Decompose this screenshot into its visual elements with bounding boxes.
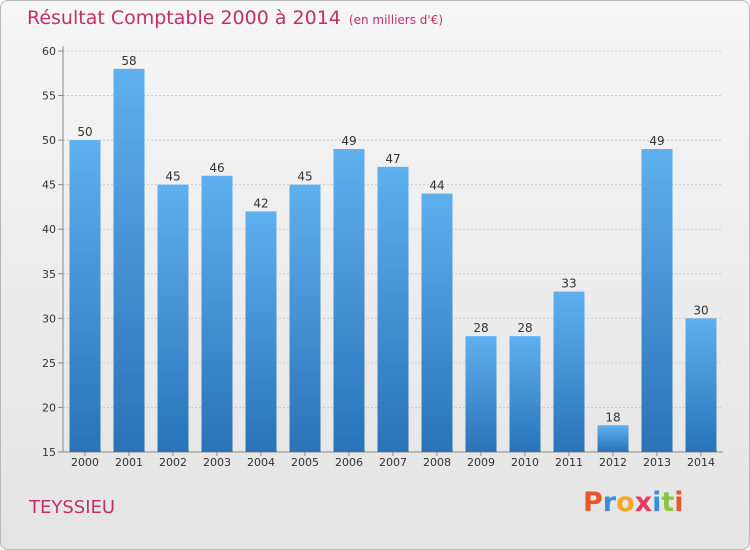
data-label-2012: 18: [605, 410, 620, 424]
data-label-2003: 46: [209, 161, 224, 175]
chart-unit: (en milliers d'€): [348, 13, 444, 27]
data-label-2004: 42: [253, 196, 268, 210]
x-tick-label-2011: 2011: [555, 456, 583, 469]
data-label-2009: 28: [473, 321, 488, 335]
y-tick-label: 60: [42, 45, 56, 58]
bar-2011: [553, 291, 585, 452]
bar-2010: [509, 336, 541, 452]
bar-2012: [597, 425, 629, 452]
x-tick-label-2004: 2004: [247, 456, 275, 469]
y-tick-label: 55: [42, 90, 56, 103]
x-tick-label-2001: 2001: [115, 456, 143, 469]
bar-2001: [113, 68, 145, 453]
data-label-2010: 28: [517, 321, 532, 335]
logo-letter: i: [674, 487, 684, 518]
x-tick-label-2007: 2007: [379, 456, 407, 469]
bar-2004: [245, 211, 277, 452]
bar-2003: [201, 175, 233, 452]
logo-letter: o: [616, 487, 635, 518]
y-tick-label: 30: [42, 312, 56, 325]
proxiti-logo: Proxiti: [583, 487, 684, 518]
y-tick-label: 50: [42, 134, 56, 147]
labels: 15 20 25 30 35 40 45 50 55 60 50 2000 58 2001 45 2002 46…: [42, 45, 715, 469]
chart-title-block: Résultat Comptable 2000 à 2014 (en millie…: [27, 7, 443, 29]
chart-title: Résultat Comptable 2000 à 2014: [27, 7, 341, 29]
bar-2009: [465, 336, 497, 452]
logo-letter: t: [661, 487, 675, 518]
y-tick-label: 20: [42, 401, 56, 414]
logo-letter: i: [652, 487, 662, 518]
data-label-2000: 50: [77, 125, 92, 139]
logo-letter: r: [602, 487, 617, 518]
bar-2000: [69, 140, 101, 452]
x-tick-label-2013: 2013: [643, 456, 671, 469]
data-label-2014: 30: [693, 303, 708, 317]
y-tick-label: 45: [42, 179, 56, 192]
y-tick-label: 40: [42, 223, 56, 236]
x-tick-label-2003: 2003: [203, 456, 231, 469]
x-tick-label-2010: 2010: [511, 456, 539, 469]
data-label-2001: 58: [121, 54, 136, 68]
data-label-2011: 33: [561, 277, 576, 291]
data-label-2013: 49: [649, 134, 664, 148]
bars: [69, 68, 717, 453]
x-tick-label-2000: 2000: [71, 456, 99, 469]
data-label-2005: 45: [297, 170, 312, 184]
y-tick-label: 35: [42, 268, 56, 281]
y-tick-label: 25: [42, 357, 56, 370]
data-label-2002: 45: [165, 170, 180, 184]
x-tick-label-2014: 2014: [687, 456, 715, 469]
x-tick-label-2009: 2009: [467, 456, 495, 469]
bar-2008: [421, 193, 453, 453]
logo-letter: x: [634, 487, 653, 518]
bar-2013: [641, 149, 673, 452]
bar-2014: [685, 318, 717, 452]
bar-2006: [333, 149, 365, 452]
bar-2007: [377, 166, 409, 452]
x-tick-label-2008: 2008: [423, 456, 451, 469]
logo-letter: P: [583, 487, 603, 518]
x-tick-label-2006: 2006: [335, 456, 363, 469]
commune-name: TEYSSIEU: [29, 497, 116, 518]
x-tick-label-2002: 2002: [159, 456, 187, 469]
data-label-2006: 49: [341, 134, 356, 148]
data-label-2007: 47: [385, 152, 400, 166]
x-tick-label-2005: 2005: [291, 456, 319, 469]
bar-2002: [157, 184, 189, 452]
x-tick-label-2012: 2012: [599, 456, 627, 469]
bar-2005: [289, 184, 321, 452]
y-tick-label: 15: [42, 446, 56, 459]
data-label-2008: 44: [429, 179, 444, 193]
